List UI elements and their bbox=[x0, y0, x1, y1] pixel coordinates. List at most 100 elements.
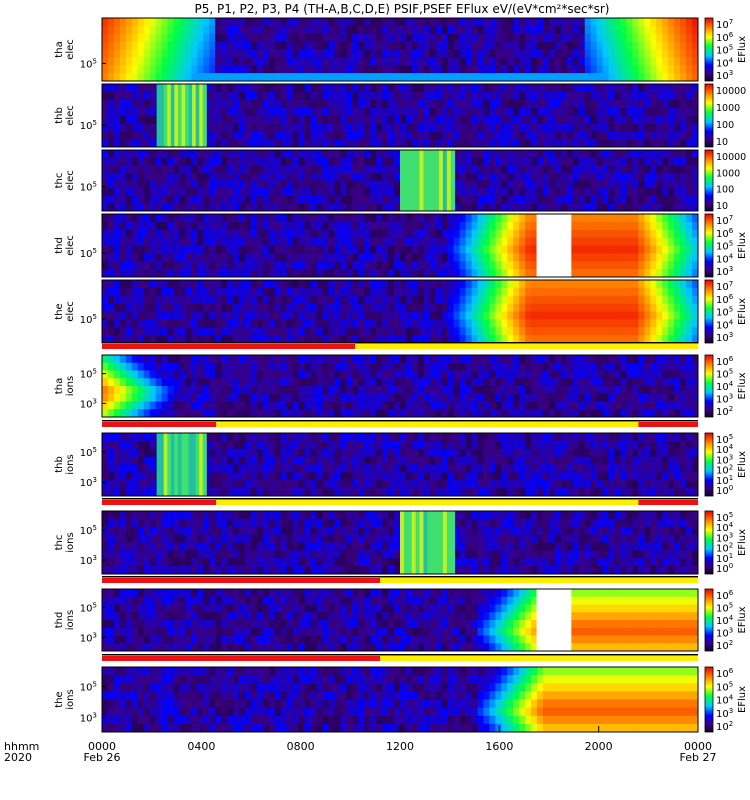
colorbar-label: EFlux bbox=[737, 606, 748, 633]
burst-mode-band bbox=[423, 511, 428, 574]
ylabel-probe: thc bbox=[54, 535, 65, 551]
burst-mode-band bbox=[427, 150, 432, 211]
burst-mode-band bbox=[156, 84, 161, 147]
ylabel-species: ions bbox=[65, 376, 76, 396]
ylabel-species: ions bbox=[65, 610, 76, 630]
colorbar-tick-label: 105 bbox=[716, 602, 733, 615]
burst-mode-band bbox=[185, 84, 190, 147]
colorbar-tick-label: 100 bbox=[716, 484, 733, 497]
panel-thb-elec: thb elec 105 10000 1000 100 10 bbox=[54, 83, 746, 148]
xtick-label: 0800 bbox=[287, 740, 315, 753]
burst-mode-band bbox=[431, 150, 436, 211]
colorbar-tick-label: 103 bbox=[716, 69, 733, 82]
colorbar-tick-label: 107 bbox=[716, 280, 733, 293]
colorbar-tick-label: 105 bbox=[716, 680, 733, 693]
ylabel-probe: thd bbox=[54, 237, 65, 254]
burst-mode-band bbox=[450, 150, 456, 211]
burst-mode-band bbox=[450, 511, 456, 574]
xtick-label: 0000 bbox=[88, 740, 116, 753]
burst-mode-band bbox=[419, 150, 424, 211]
mode-bar-segment bbox=[102, 500, 217, 505]
mode-bar-segment bbox=[380, 656, 698, 661]
mode-bar-segment bbox=[380, 578, 698, 583]
colorbar-scale bbox=[704, 354, 714, 418]
ylabel-species: ions bbox=[65, 532, 76, 552]
colorbar-tick-label: 1000 bbox=[716, 168, 740, 179]
burst-mode-band bbox=[177, 433, 182, 496]
colorbar-tick-label: 105 bbox=[716, 240, 733, 253]
burst-mode-band bbox=[199, 84, 204, 147]
ylabel-species: elec bbox=[65, 105, 76, 126]
burst-mode-band bbox=[423, 150, 428, 211]
ytick-label: 103 bbox=[80, 397, 97, 410]
panel-ylabel: thd ions bbox=[54, 610, 76, 630]
time-axis-label-hhmm: hhmm bbox=[4, 740, 39, 753]
panel-ylabel: the elec bbox=[54, 301, 76, 322]
colorbar-label: EFlux bbox=[737, 529, 748, 556]
panel-frame bbox=[101, 83, 699, 148]
ylabel-species: elec bbox=[65, 170, 76, 191]
burst-mode-band bbox=[170, 84, 175, 147]
ytick-label: 105 bbox=[80, 119, 97, 132]
mode-bar-segment bbox=[638, 422, 698, 427]
burst-mode-band bbox=[400, 150, 405, 211]
colorbar-tick-label: 1000 bbox=[716, 103, 740, 114]
burst-mode-band bbox=[177, 84, 182, 147]
burst-mode-band bbox=[403, 150, 409, 211]
panel-ylabel: thc ions bbox=[54, 532, 76, 552]
burst-mode-band bbox=[415, 511, 421, 574]
burst-mode-band bbox=[431, 511, 436, 574]
burst-mode-band bbox=[185, 433, 190, 496]
colorbar-tick-label: 103 bbox=[716, 331, 733, 344]
burst-mode-band bbox=[174, 433, 179, 496]
colorbar-tick-label: 10 bbox=[716, 137, 728, 148]
colorbar-tick-label: 106 bbox=[716, 31, 734, 44]
xtick-label: 1200 bbox=[386, 740, 414, 753]
panel-ylabel: tha ions bbox=[54, 376, 76, 396]
ylabel-probe: tha bbox=[54, 378, 65, 394]
burst-mode-band bbox=[411, 511, 417, 574]
burst-mode-band bbox=[407, 150, 413, 211]
mode-bar-divider bbox=[102, 576, 698, 578]
panel-ylabel: thb elec bbox=[54, 105, 76, 126]
colorbar-tick-label: 103 bbox=[716, 707, 733, 720]
ylabel-species: elec bbox=[65, 235, 76, 256]
colorbar-tick-label: 105 bbox=[716, 44, 733, 57]
burst-mode-band bbox=[188, 433, 193, 496]
burst-mode-band bbox=[167, 84, 172, 147]
colorbar-tick-label: 100 bbox=[716, 120, 734, 131]
xtick-label: 0000 bbox=[684, 740, 712, 753]
colorbar-tick-label: 105 bbox=[716, 368, 733, 381]
burst-mode-band bbox=[192, 433, 197, 496]
colorbar-tick-label: 106 bbox=[716, 293, 734, 306]
burst-mode-band bbox=[188, 84, 193, 147]
mode-bar bbox=[102, 420, 698, 427]
colorbar-tick-label: 105 bbox=[716, 306, 733, 319]
burst-mode-band bbox=[170, 433, 175, 496]
burst-mode-band bbox=[163, 433, 168, 496]
mode-bar-segment bbox=[102, 578, 381, 583]
colorbar-tick-label: 107 bbox=[716, 214, 733, 227]
colorbar-scale bbox=[704, 83, 714, 148]
burst-mode-band bbox=[435, 511, 440, 574]
burst-mode-band bbox=[195, 84, 200, 147]
ylabel-species: elec bbox=[65, 301, 76, 322]
mode-bar bbox=[102, 654, 698, 661]
colorbar-tick-label: 100 bbox=[716, 185, 734, 196]
xtick-label: 0400 bbox=[187, 740, 215, 753]
colorbar-tick-label: 103 bbox=[716, 627, 733, 640]
colorbar-tick-label: 106 bbox=[716, 227, 734, 240]
mode-bar-segment bbox=[216, 422, 639, 427]
colorbar-tick-label: 102 bbox=[716, 720, 733, 733]
colorbar-scale bbox=[704, 149, 714, 212]
colorbar-scale bbox=[704, 666, 714, 733]
burst-mode-band bbox=[167, 433, 172, 496]
